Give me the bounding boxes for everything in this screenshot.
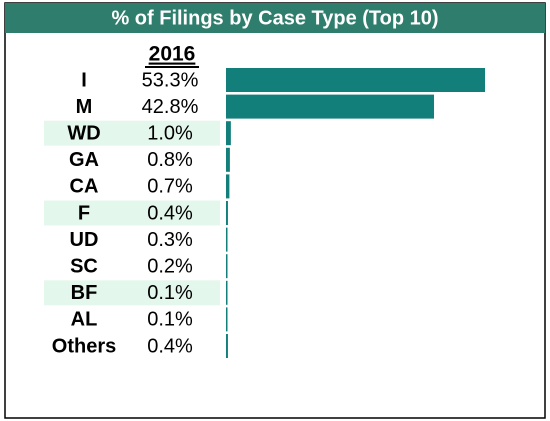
chart-title: % of Filings by Case Type (Top 10)	[111, 7, 438, 29]
value-label: 53.3%	[142, 69, 199, 91]
value-label: 42.8%	[142, 96, 199, 118]
category-label: F	[78, 202, 90, 224]
value-label: 0.1%	[147, 309, 193, 331]
bar	[226, 147, 230, 172]
category-label: AL	[71, 309, 98, 331]
bar	[226, 334, 228, 358]
bar	[226, 254, 228, 279]
value-label: 1.0%	[147, 122, 193, 144]
category-label: BF	[71, 282, 98, 304]
bar	[226, 280, 228, 305]
bar	[226, 227, 228, 252]
category-label: CA	[70, 176, 99, 198]
category-label: SC	[70, 255, 98, 277]
title-bar	[5, 3, 545, 33]
row-shade	[44, 200, 220, 226]
bar	[226, 307, 228, 332]
category-label: GA	[69, 149, 99, 171]
category-label: Others	[52, 335, 116, 357]
value-label: 0.4%	[147, 202, 193, 224]
column-header: 2016	[149, 43, 196, 66]
value-label: 0.2%	[147, 255, 193, 277]
bar	[226, 201, 228, 225]
bar	[226, 94, 435, 119]
row-shade	[44, 280, 220, 306]
bar	[226, 121, 231, 146]
value-label: 0.1%	[147, 282, 193, 304]
value-label: 0.4%	[147, 335, 193, 357]
value-label: 0.8%	[147, 149, 193, 171]
value-label: 0.3%	[147, 229, 193, 251]
bar	[226, 68, 486, 92]
value-label: 0.7%	[147, 176, 193, 198]
category-label: WD	[67, 122, 100, 144]
bar	[226, 174, 230, 199]
category-label: UD	[70, 229, 99, 251]
category-label: M	[76, 96, 93, 118]
category-label: I	[81, 69, 87, 91]
row-shade	[44, 120, 220, 146]
